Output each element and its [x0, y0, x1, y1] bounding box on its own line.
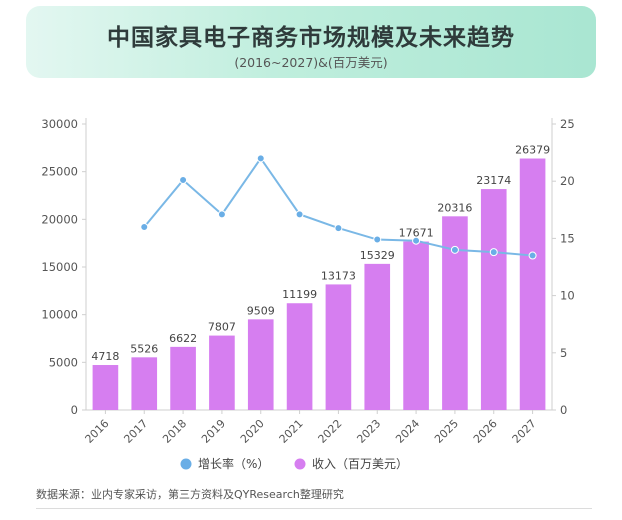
growth-point	[373, 235, 382, 244]
bar	[92, 365, 119, 410]
growth-point	[334, 224, 343, 233]
x-tick-label: 2025	[432, 417, 461, 446]
bar-data-label: 17671	[399, 227, 434, 240]
bar	[519, 158, 546, 410]
legend-label: 收入（百万美元）	[312, 457, 408, 471]
y-left-tick-label: 15000	[41, 260, 78, 274]
bar	[364, 263, 391, 410]
bar	[480, 189, 507, 410]
legend-marker	[180, 458, 192, 470]
x-tick-label: 2021	[277, 417, 306, 446]
chart-subtitle: (2016~2027)&(百万美元)	[234, 55, 388, 70]
bar-data-label: 13173	[321, 269, 356, 282]
x-tick-label: 2016	[83, 417, 112, 446]
bar	[170, 346, 196, 410]
y-left-tick-label: 25000	[41, 165, 78, 179]
bar	[209, 335, 235, 410]
growth-point	[295, 210, 304, 219]
y-left-tick-label: 0	[71, 403, 78, 417]
growth-point	[179, 176, 188, 185]
bar-data-label: 5526	[130, 342, 158, 355]
bar	[286, 303, 313, 410]
growth-point	[528, 251, 537, 260]
growth-point	[489, 248, 498, 257]
y-right-tick-label: 20	[560, 174, 575, 188]
x-tick-label: 2018	[160, 417, 189, 446]
bar-data-label: 15329	[360, 249, 395, 262]
legend-marker	[294, 458, 306, 470]
x-tick-label: 2023	[354, 417, 383, 446]
growth-point	[450, 245, 459, 254]
bar	[403, 241, 429, 410]
bar	[131, 357, 158, 410]
growth-point	[140, 222, 149, 231]
title-banner: 中国家具电子商务市场规模及未来趋势 (2016~2027)&(百万美元)	[26, 6, 596, 78]
bar-data-label: 4718	[91, 350, 119, 363]
legend-label: 增长率（%）	[198, 456, 269, 471]
bar-data-label: 9509	[247, 304, 275, 317]
y-right-tick-label: 25	[560, 117, 575, 131]
bottom-divider	[36, 508, 592, 509]
source-note: 数据来源：业内专家采访，第三方资料及QYResearch整理研究	[36, 488, 344, 501]
growth-point	[256, 154, 265, 163]
y-left-tick-label: 5000	[49, 355, 78, 369]
x-tick-label: 2017	[121, 417, 150, 446]
y-right-tick-label: 15	[560, 231, 575, 245]
chart-title: 中国家具电子商务市场规模及未来趋势	[107, 25, 515, 51]
bar-data-label: 7807	[208, 321, 236, 334]
bar	[442, 216, 468, 410]
bar-data-label: 20316	[437, 201, 472, 214]
bar-data-label: 11199	[282, 288, 317, 301]
bar-data-label: 6622	[169, 332, 197, 345]
x-tick-label: 2020	[238, 417, 267, 446]
growth-point	[412, 236, 421, 245]
x-tick-label: 2027	[510, 417, 539, 446]
x-tick-label: 2019	[199, 417, 228, 446]
bar	[325, 284, 352, 410]
growth-point	[217, 210, 226, 219]
y-right-tick-label: 10	[560, 289, 575, 303]
y-right-tick-label: 0	[560, 403, 567, 417]
growth-line	[143, 156, 533, 257]
x-tick-label: 2024	[393, 417, 422, 446]
y-left-tick-label: 10000	[41, 308, 78, 322]
chart-svg: 0500010000150002000025000300000510152025…	[41, 117, 575, 471]
bar-data-label: 26379	[515, 144, 550, 157]
x-tick-label: 2026	[471, 417, 500, 446]
bar	[247, 319, 274, 410]
bar-data-label: 23174	[476, 174, 511, 187]
chart-area: 0 5000 10000 15000 20000 25000 30000 0 5 10 15 20 25…	[0, 86, 622, 520]
y-left-tick-label: 30000	[41, 117, 78, 131]
x-tick-label: 2022	[316, 417, 345, 446]
y-right-tick-label: 5	[560, 346, 567, 360]
y-left-tick-label: 20000	[41, 212, 78, 226]
